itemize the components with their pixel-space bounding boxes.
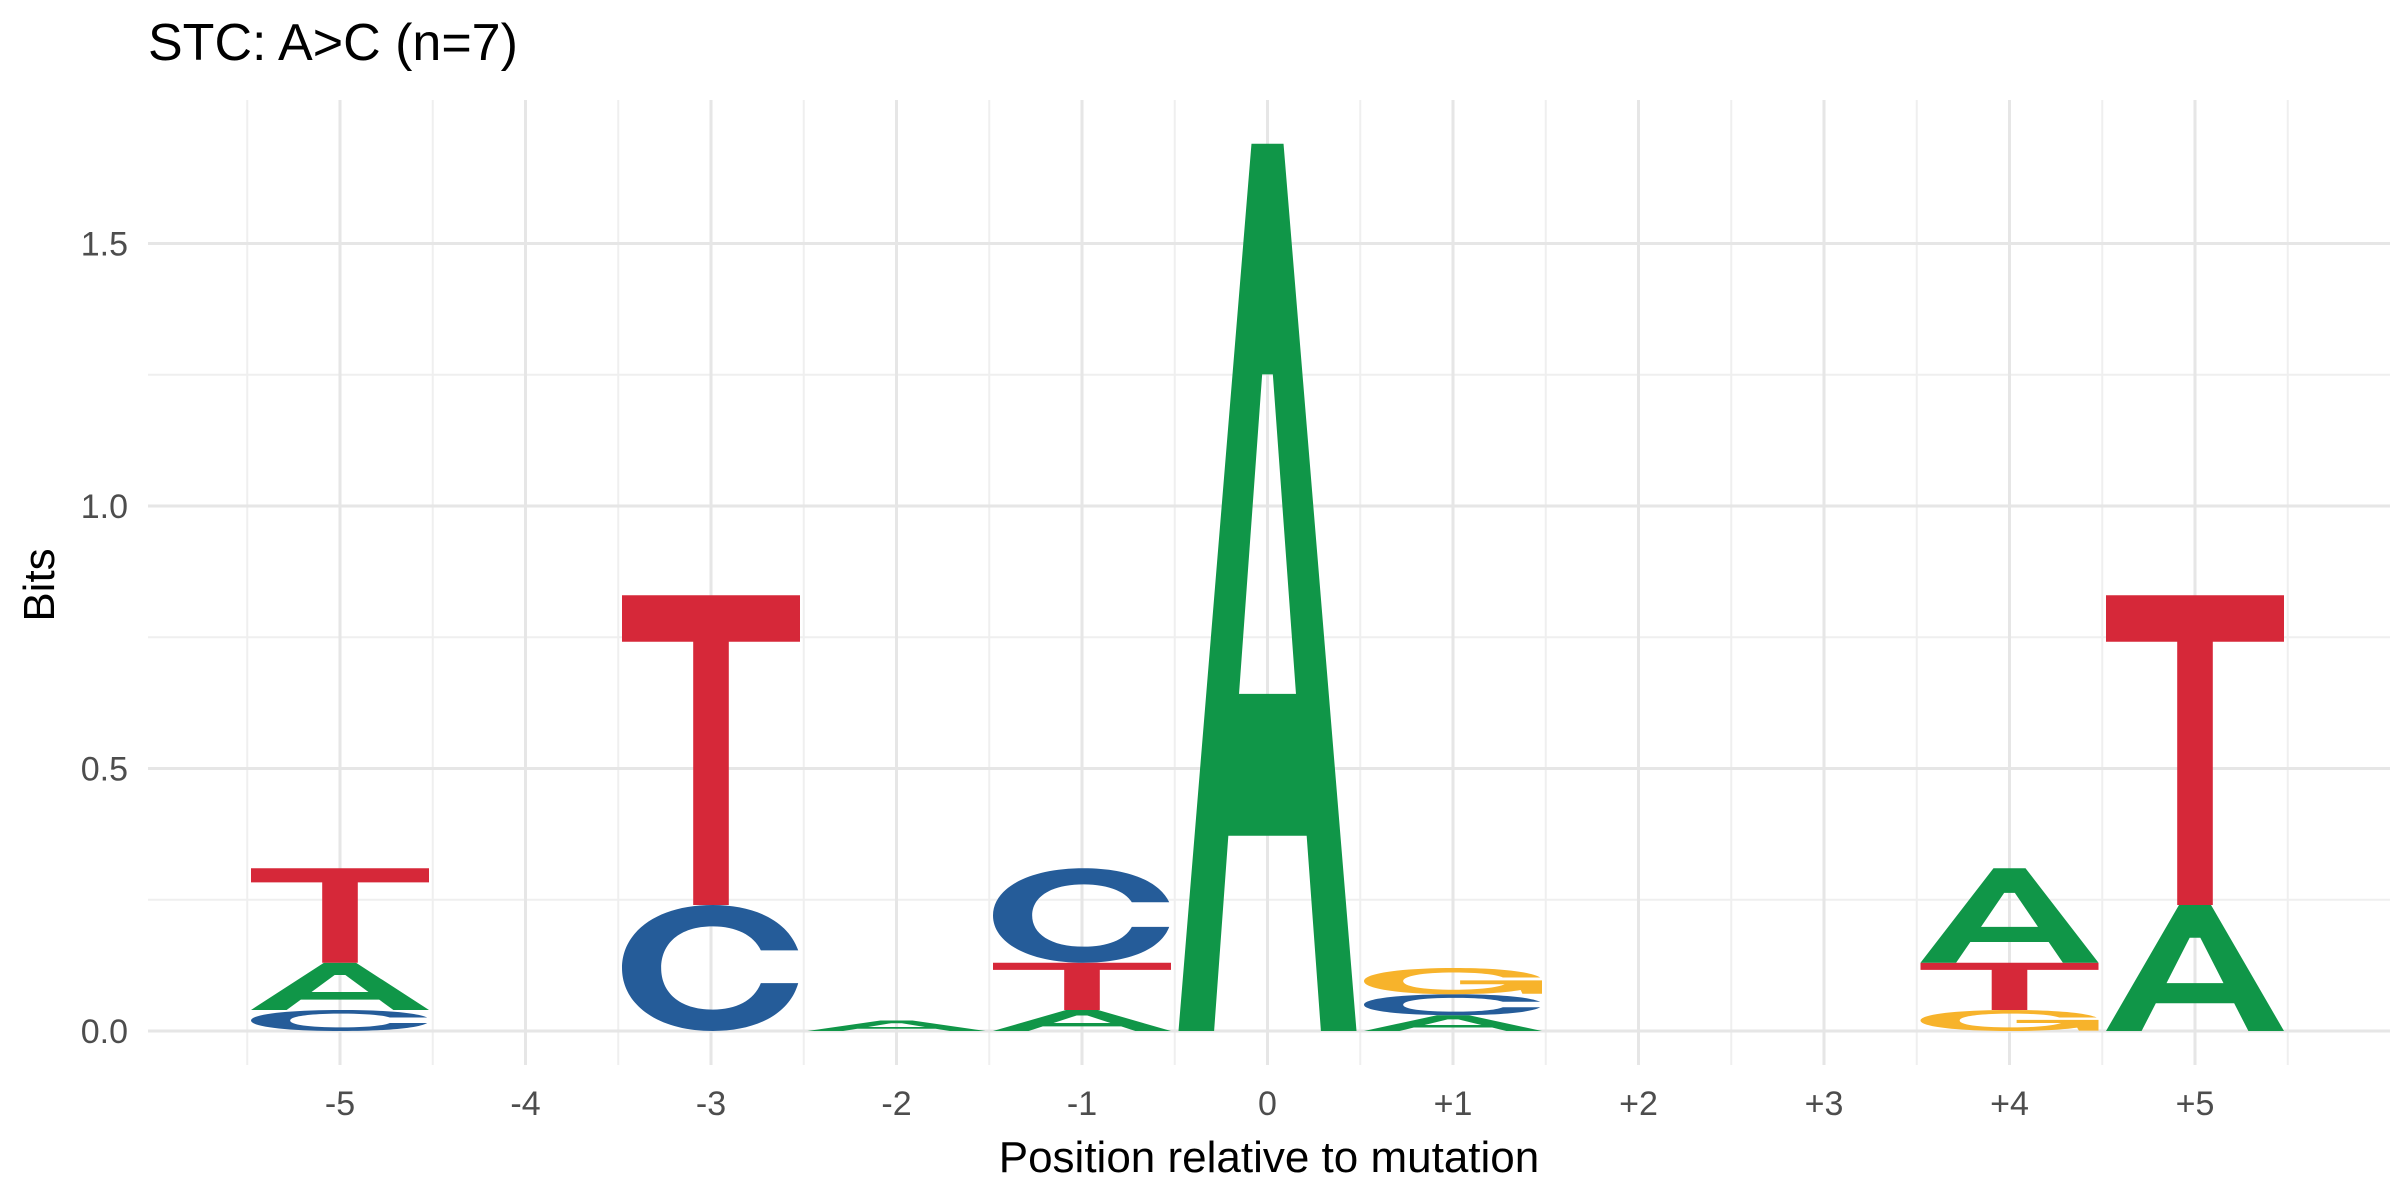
- letter-t-glyph: [2106, 595, 2284, 905]
- letter-c-glyph: [622, 905, 799, 1031]
- letter-g-glyph: [1920, 1010, 2099, 1031]
- logo-letters: [251, 143, 2284, 1031]
- letter-a-glyph: [1920, 868, 2099, 963]
- x-tick-label: -2: [881, 1085, 911, 1123]
- y-tick-label: 1.0: [81, 488, 128, 526]
- letter-a-glyph: [1178, 143, 1357, 1031]
- letter-t-glyph: [251, 868, 429, 963]
- letter-a-glyph: [2106, 905, 2284, 1031]
- x-tick-label: +5: [2176, 1085, 2215, 1123]
- letter-a-pos--2: [807, 1020, 986, 1031]
- x-tick-label: +1: [1434, 1085, 1473, 1123]
- letter-t-glyph: [993, 962, 1171, 1010]
- x-tick-label: +4: [1990, 1085, 2029, 1123]
- letter-t-glyph: [622, 595, 800, 905]
- letter-a-glyph: [993, 1010, 1171, 1031]
- letter-t-glyph: [1920, 962, 2099, 1010]
- x-tick-label: +3: [1805, 1085, 1844, 1123]
- letter-t-pos-+5: [2106, 595, 2284, 905]
- letter-g-glyph: [1364, 968, 1542, 995]
- letter-t-pos--1: [993, 962, 1171, 1010]
- letter-t-pos--3: [622, 595, 800, 905]
- x-tick-label: -5: [325, 1085, 355, 1123]
- y-tick-label: 0.0: [81, 1013, 128, 1051]
- x-tick-label: +2: [1619, 1085, 1658, 1123]
- x-tick-label: 0: [1258, 1085, 1277, 1123]
- y-axis-title: Bits: [15, 548, 64, 621]
- letter-c-glyph: [251, 1010, 428, 1031]
- y-tick-label: 1.5: [81, 226, 128, 264]
- letter-a-pos-0: [1178, 143, 1357, 1031]
- x-tick-label: -1: [1067, 1085, 1097, 1123]
- x-tick-label: -4: [510, 1085, 540, 1123]
- letter-g-pos-+1: [1364, 968, 1542, 995]
- x-tick-label: -3: [696, 1085, 726, 1123]
- x-axis-title: Position relative to mutation: [999, 1133, 1540, 1182]
- letter-c-glyph: [993, 868, 1170, 963]
- letter-a-pos-+5: [2106, 905, 2284, 1031]
- letter-a-pos--5: [251, 962, 429, 1010]
- letter-c-glyph: [1364, 994, 1541, 1016]
- letter-a-pos-+4: [1920, 868, 2099, 963]
- letter-a-glyph: [1364, 1015, 1542, 1031]
- letter-g-pos-+4: [1920, 1010, 2099, 1031]
- axis-ticks: 0.0 0.5 1.0 1.5 -5 -4 -3 -2 -1 0 +1 +2 +3 +4 +5: [81, 226, 2215, 1124]
- letter-t-pos-+4: [1920, 962, 2099, 1010]
- letter-c-pos--3: [622, 905, 799, 1031]
- letter-a-glyph: [807, 1020, 986, 1031]
- letter-c-pos-+1: [1364, 994, 1541, 1016]
- letter-a-pos--1: [993, 1010, 1171, 1031]
- chart-title: STC: A>C (n=7): [148, 14, 518, 72]
- y-tick-label: 0.5: [81, 751, 128, 789]
- letter-c-pos--5: [251, 1010, 428, 1031]
- letter-a-pos-+1: [1364, 1015, 1542, 1031]
- letter-t-pos--5: [251, 868, 429, 963]
- letter-c-pos--1: [993, 868, 1170, 963]
- letter-a-glyph: [251, 962, 429, 1010]
